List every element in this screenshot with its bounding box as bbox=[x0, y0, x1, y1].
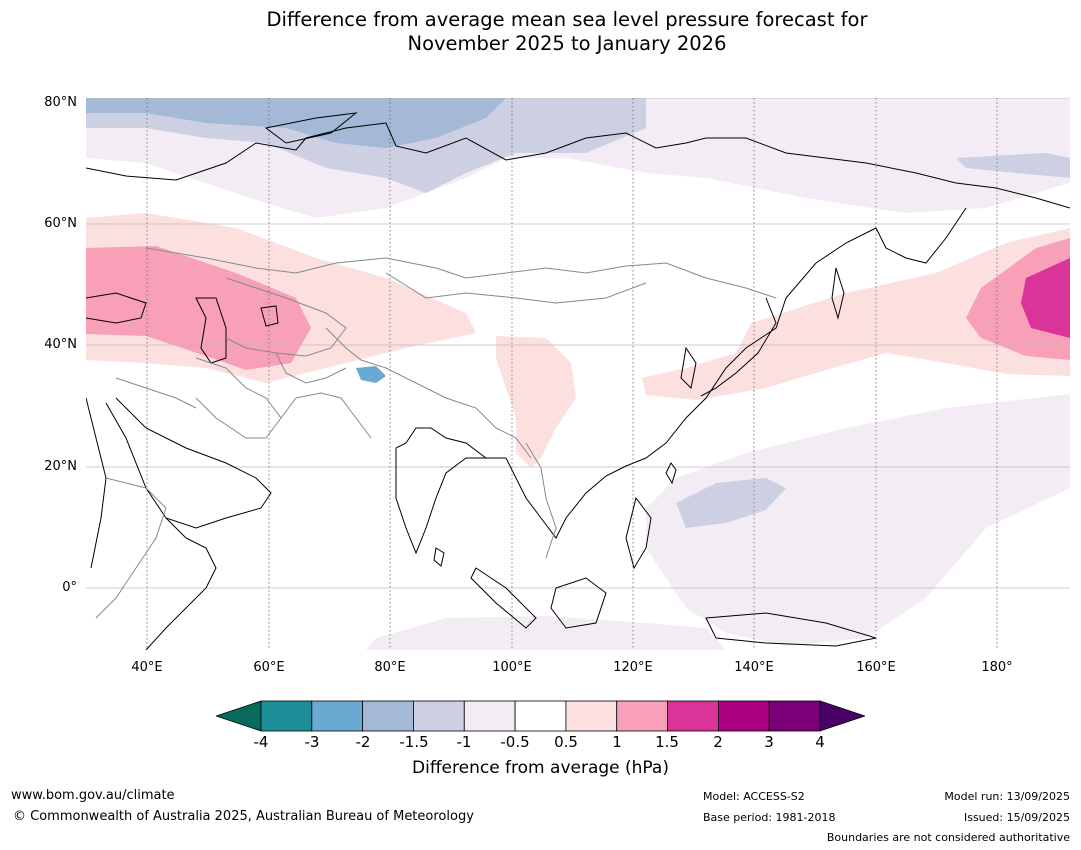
forecast-map bbox=[86, 98, 1070, 650]
title-line-2: November 2025 to January 2026 bbox=[407, 32, 727, 55]
lat-label-40n: 40°N bbox=[44, 337, 77, 352]
coastline-north-eurasia bbox=[86, 122, 1070, 209]
anomaly-blue-north bbox=[86, 98, 506, 148]
border-russia-south bbox=[145, 247, 777, 299]
coastline-sri-lanka bbox=[433, 547, 445, 567]
coastline-taiwan bbox=[665, 462, 677, 485]
coastline-sumatra bbox=[470, 567, 537, 629]
colorbar-tick: -1 bbox=[456, 733, 472, 751]
colorbar-tick: -2 bbox=[355, 733, 371, 751]
lon-label-80e: 80°E bbox=[374, 660, 406, 675]
coastline-africa-horn bbox=[145, 517, 217, 650]
colorbar-tick: 2 bbox=[713, 733, 723, 751]
colorbar-over-arrow bbox=[819, 700, 865, 732]
base-period-text: Base period: 1981-2018 bbox=[703, 811, 836, 824]
colorbar-cell bbox=[667, 700, 719, 732]
colorbar-cell bbox=[362, 700, 414, 732]
border-indochina bbox=[525, 442, 557, 559]
lat-label-20n: 20°N bbox=[44, 459, 77, 474]
country-borders bbox=[95, 247, 777, 619]
colorbar-cell bbox=[717, 700, 770, 732]
anomaly-blue-tibet bbox=[356, 366, 386, 383]
disclaimer-text: Boundaries are not considered authoritat… bbox=[826, 831, 1070, 844]
website-link[interactable]: www.bom.gov.au/climate bbox=[11, 788, 175, 803]
colorbar-cell bbox=[413, 700, 465, 732]
border-middle-east bbox=[115, 377, 197, 409]
colorbar-tick: -4 bbox=[253, 733, 269, 751]
title-line-1: Difference from average mean sea level p… bbox=[266, 8, 868, 31]
map-svg bbox=[86, 98, 1070, 650]
lat-label-80n: 80°N bbox=[44, 95, 77, 110]
lon-label-40e: 40°E bbox=[131, 660, 163, 675]
meridians bbox=[146, 98, 998, 650]
lon-label-140e: 140°E bbox=[734, 660, 774, 675]
colorbar-tick: 1.5 bbox=[655, 733, 679, 751]
coastline-japan bbox=[700, 297, 777, 397]
lon-label-160e: 160°E bbox=[856, 660, 896, 675]
anomaly-near-neg-pacific bbox=[646, 394, 1070, 646]
lon-label-60e: 60°E bbox=[253, 660, 285, 675]
border-afghanistan bbox=[280, 392, 372, 439]
border-central-asia bbox=[275, 352, 347, 384]
coastline-philippines bbox=[625, 496, 652, 570]
colorbar-tick: 4 bbox=[815, 733, 825, 751]
colorbar-tick: -1.5 bbox=[399, 733, 429, 751]
border-mongolia bbox=[385, 272, 647, 304]
copyright-text: © Commonwealth of Australia 2025, Austra… bbox=[13, 809, 474, 824]
lon-label-100e: 100°E bbox=[492, 660, 532, 675]
issued-text: Issued: 15/09/2025 bbox=[963, 811, 1070, 824]
colorbar-tick: 1 bbox=[612, 733, 622, 751]
lon-label-180: 180° bbox=[981, 660, 1013, 675]
lat-label-0: 0° bbox=[62, 580, 77, 595]
coastlines bbox=[86, 112, 1070, 650]
anomaly-shading bbox=[86, 98, 1070, 650]
border-africa bbox=[95, 477, 167, 619]
colorbar-cell bbox=[514, 700, 567, 732]
coastline-borneo bbox=[550, 577, 607, 629]
anomaly-lavender-east bbox=[956, 153, 1070, 178]
coastline-africa-west bbox=[86, 397, 107, 569]
coastline-kamchatka bbox=[875, 207, 967, 264]
colorbar-cell bbox=[311, 700, 364, 732]
gridlines bbox=[86, 98, 1070, 589]
anomaly-near-pos-pacific bbox=[642, 228, 1070, 400]
colorbar-tick: 3 bbox=[764, 733, 774, 751]
colorbar-cells bbox=[260, 700, 821, 732]
anomaly-lavender-pacific bbox=[676, 478, 786, 528]
coastline-india bbox=[395, 427, 506, 555]
anomaly-magenta-pacific bbox=[1021, 258, 1070, 338]
colorbar-label: Difference from average (hPa) bbox=[412, 758, 669, 778]
anomaly-near-pos-china bbox=[496, 336, 576, 468]
chart-title: Difference from average mean sea level p… bbox=[0, 8, 1081, 56]
border-china-west bbox=[325, 327, 532, 459]
lon-label-120e: 120°E bbox=[613, 660, 653, 675]
colorbar bbox=[216, 700, 865, 732]
colorbar-tick: 0.5 bbox=[554, 733, 578, 751]
colorbar-under-arrow bbox=[216, 700, 262, 732]
colorbar-cell bbox=[260, 700, 313, 732]
coastline-sakhalin bbox=[831, 267, 845, 320]
coastline-caspian bbox=[195, 297, 227, 364]
coastline-korea bbox=[680, 346, 697, 390]
model-text: Model: ACCESS-S2 bbox=[703, 790, 805, 803]
colorbar-cell bbox=[768, 700, 821, 732]
coastline-east-asia bbox=[505, 227, 877, 539]
coastline-aral bbox=[260, 305, 279, 327]
coastline-new-guinea bbox=[705, 612, 877, 647]
colorbar-tick: -3 bbox=[304, 733, 320, 751]
border-kazakhstan bbox=[225, 277, 347, 357]
anomaly-near-neg-south bbox=[366, 616, 726, 650]
colorbar-cell bbox=[463, 700, 516, 732]
lat-label-60n: 60°N bbox=[44, 216, 77, 231]
coastline-novaya-zemlya bbox=[264, 112, 358, 144]
coastline-arabia bbox=[105, 397, 272, 529]
model-run-text: Model run: 13/09/2025 bbox=[944, 790, 1070, 803]
colorbar-cell bbox=[565, 700, 618, 732]
colorbar-cell bbox=[616, 700, 668, 732]
anomaly-pink-west bbox=[86, 246, 311, 370]
coastline-black-sea bbox=[86, 292, 147, 324]
colorbar-tick: -0.5 bbox=[500, 733, 530, 751]
